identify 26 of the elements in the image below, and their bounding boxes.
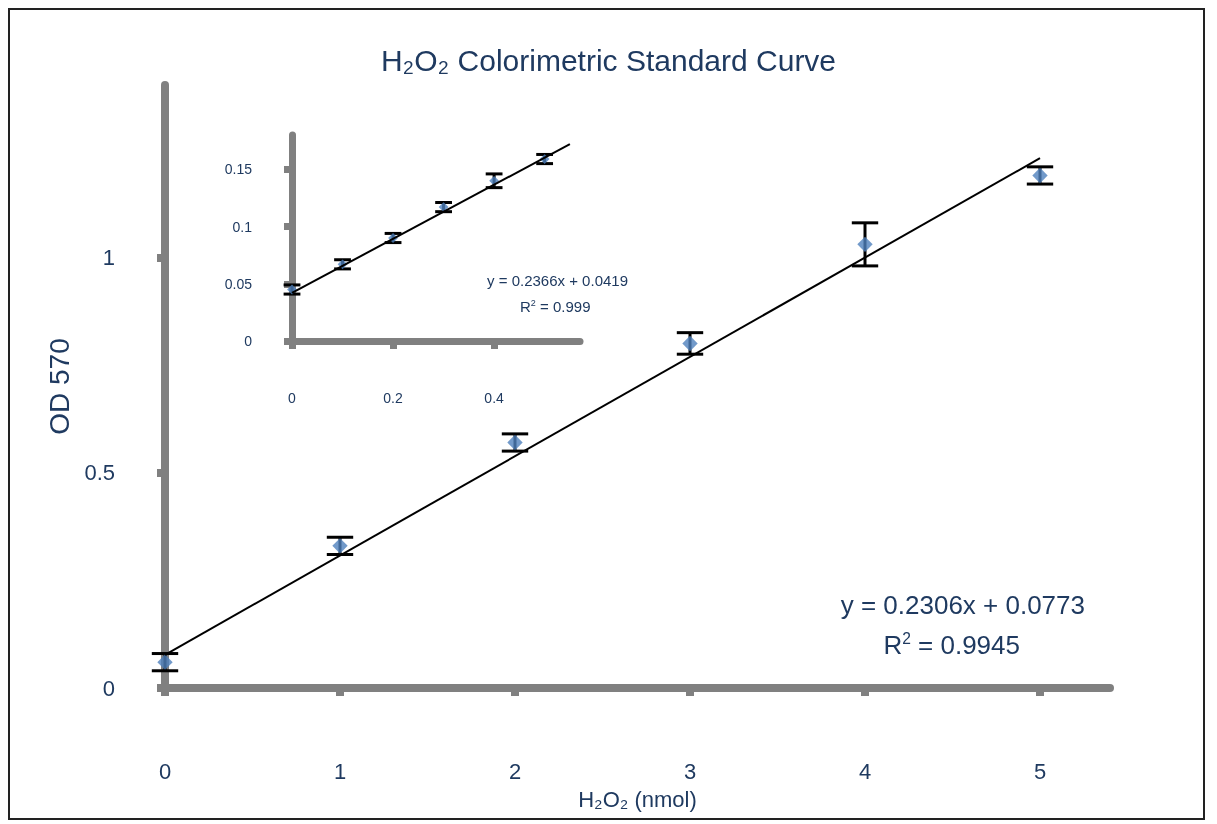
x-tick-label: 0.2 xyxy=(383,390,403,406)
x-tick-label: 2 xyxy=(508,758,522,784)
y-tick-label: 0.1 xyxy=(232,218,253,235)
y-tick-label: 0.05 xyxy=(224,275,253,292)
y-axis-title: OD 570 xyxy=(44,338,76,435)
point xyxy=(332,538,348,554)
x-tick-label: 1 xyxy=(333,758,347,784)
annotation: y = 0.2306x + 0.0773 xyxy=(840,590,1085,620)
y-tick-label: 0 xyxy=(244,333,253,349)
x-tick-label: 0 xyxy=(158,758,172,784)
x-tick-label: 3 xyxy=(683,758,697,784)
x-axis-title: H₂O₂ (nmol) xyxy=(578,786,697,812)
x-tick-label: 0 xyxy=(288,390,297,406)
x-tick-label: 0.4 xyxy=(484,390,505,406)
chart-title: H₂O₂ Colorimetric Standard Curve xyxy=(380,43,837,77)
point xyxy=(507,434,523,451)
point xyxy=(857,236,873,253)
x-tick-label: 4 xyxy=(858,758,872,784)
y-tick-label: 0 xyxy=(102,675,115,701)
point xyxy=(1032,167,1048,184)
y-tick-label: 0.15 xyxy=(224,161,253,178)
y-tick-label: 0.5 xyxy=(84,460,115,486)
point xyxy=(682,335,698,352)
x-tick-label: 5 xyxy=(1033,758,1047,784)
y-tick-label: 1 xyxy=(102,244,115,270)
annotation: y = 0.2366x + 0.0419 xyxy=(487,272,629,289)
